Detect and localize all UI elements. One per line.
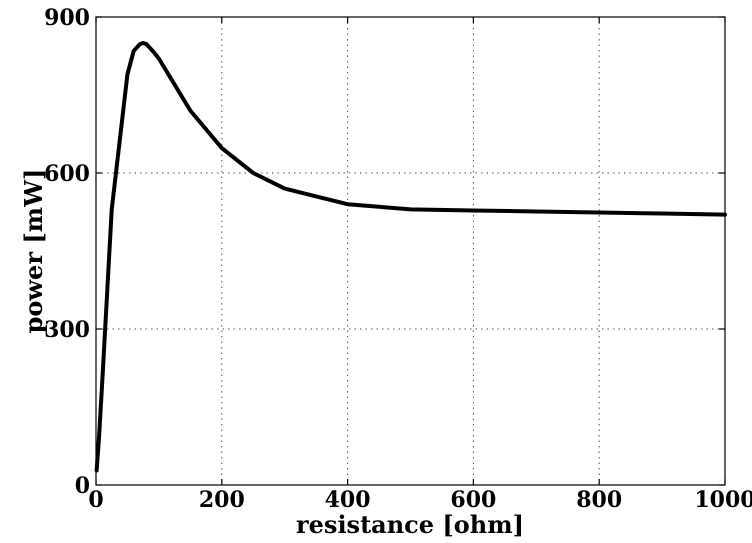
x-tick-label: 800	[576, 487, 622, 513]
y-axis-label: power [mW]	[19, 169, 48, 334]
y-axis-tick-labels: 0 300 600 900	[44, 5, 90, 499]
x-tick-label: 400	[325, 487, 371, 513]
x-axis-tick-labels: 0 200 400 600 800 1000	[88, 487, 752, 513]
series-line-power	[94, 41, 727, 473]
x-tick-label: 1000	[694, 487, 752, 513]
grid-lines	[96, 17, 725, 485]
y-tick-label: 600	[44, 161, 90, 187]
y-tick-label: 900	[44, 5, 90, 31]
axis-ticks	[95, 16, 726, 486]
x-axis-label: resistance [ohm]	[296, 510, 524, 539]
x-tick-label: 600	[450, 487, 496, 513]
y-tick-label: 300	[44, 317, 90, 343]
y-tick-label: 0	[75, 473, 90, 499]
plot-area-frame	[95, 16, 726, 486]
x-tick-label: 200	[199, 487, 245, 513]
x-tick-label: 0	[88, 487, 103, 513]
